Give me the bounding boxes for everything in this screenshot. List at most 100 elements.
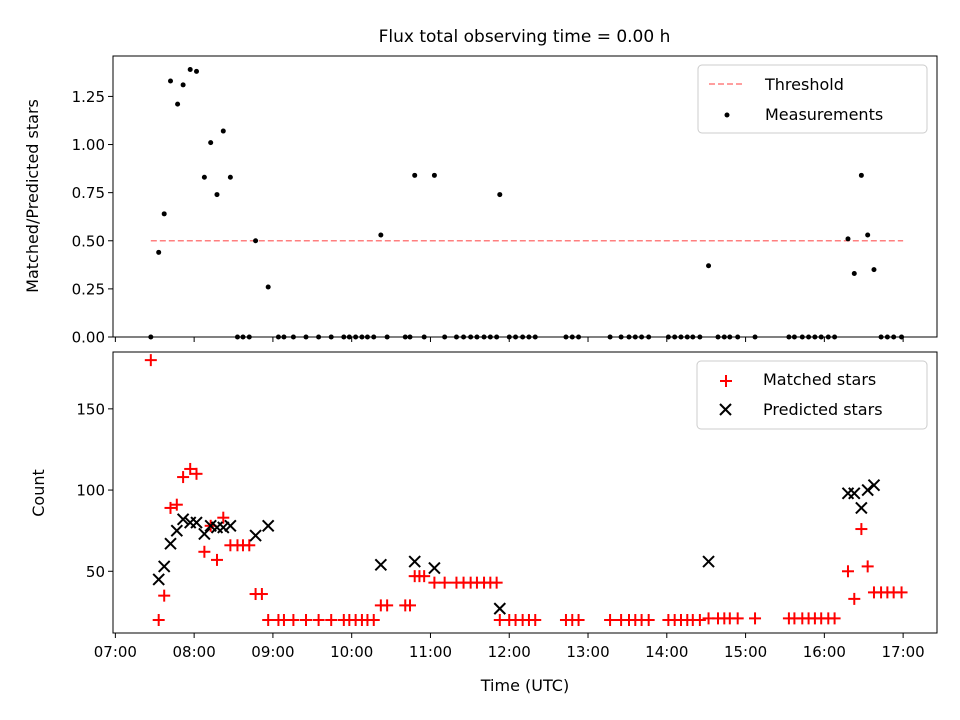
measurement-point	[353, 334, 359, 340]
measurement-point	[175, 101, 181, 107]
measurement-point	[161, 211, 167, 217]
measurement-point	[871, 267, 877, 273]
predicted-star-point	[190, 516, 203, 529]
count-x-axis: 07:00 08:00 09:00 10:00 11:00 12:00 13:00 14:00…	[94, 633, 925, 661]
measurement-point	[359, 334, 365, 340]
matched-star-point	[855, 523, 868, 536]
count-y-label: Count	[29, 469, 48, 517]
measurement-point	[453, 334, 459, 340]
measurement-point	[265, 284, 271, 290]
matched-star-point	[325, 614, 338, 627]
predicted-star-point	[848, 487, 861, 500]
x-tick-label: 11:00	[409, 643, 452, 661]
matched-star-point	[749, 612, 762, 625]
predicted-star-point	[428, 561, 441, 575]
predicted-star-point	[861, 483, 874, 497]
measurement-point	[156, 249, 162, 255]
count-panel-frame	[112, 351, 938, 634]
measurement-point	[727, 334, 733, 340]
predicted-star-point	[176, 513, 190, 526]
measurement-point	[214, 192, 220, 198]
measurement-point	[275, 334, 281, 340]
measurement-point	[364, 334, 370, 340]
measurement-point	[290, 334, 296, 340]
measurement-point	[378, 232, 384, 238]
predicted-star-point	[867, 478, 881, 492]
measurement-point	[253, 238, 259, 244]
measurement-point	[303, 334, 309, 340]
measurement-point	[461, 334, 467, 340]
matched-star-point	[152, 614, 165, 627]
matched-star-point	[848, 592, 861, 605]
measurement-point	[384, 334, 390, 340]
y-tick-label: 0.25	[72, 280, 105, 298]
measurement-point	[786, 334, 792, 340]
measurement-point	[735, 334, 741, 340]
measurement-point	[234, 334, 240, 340]
measurement-point	[208, 140, 214, 146]
measurement-point	[576, 334, 582, 340]
matched-star-point	[198, 545, 211, 558]
predicted-star-point	[157, 560, 171, 573]
matched-star-point	[184, 462, 197, 475]
measurement-point	[240, 334, 246, 340]
x-tick-label: 13:00	[566, 643, 609, 661]
chart-title: Flux total observing time = 0.00 h	[379, 27, 671, 47]
predicted-star-points	[152, 478, 881, 615]
measurement-point	[845, 236, 851, 242]
predicted-star-point	[152, 573, 165, 586]
measurement-point	[884, 334, 890, 340]
measurement-point	[665, 334, 671, 340]
measurement-point	[672, 334, 678, 340]
measurement-point	[865, 232, 871, 238]
measurement-point	[431, 172, 437, 178]
measurement-point	[721, 334, 727, 340]
predicted-star-point	[374, 558, 388, 571]
measurement-point	[187, 66, 193, 72]
x-tick-label: 14:00	[645, 643, 688, 661]
predicted-star-point	[855, 501, 868, 515]
measurement-point	[474, 334, 480, 340]
measurement-point	[626, 334, 632, 340]
measurement-point	[706, 263, 712, 269]
predicted-star-point	[198, 527, 211, 541]
y-tick-label: 50	[86, 563, 105, 581]
matched-star-point	[210, 553, 223, 566]
matched-star-point	[190, 467, 203, 480]
measurement-point	[281, 334, 287, 340]
matched-star-point	[312, 614, 325, 627]
predicted-star-point	[493, 602, 506, 615]
ratio-legend-box	[697, 64, 928, 134]
measurement-point	[506, 334, 512, 340]
matched-star-point	[243, 539, 256, 552]
matched-star-point	[144, 354, 157, 367]
predicted-star-point	[702, 555, 715, 568]
matched-star-point	[438, 576, 451, 589]
matched-star-point	[262, 614, 275, 627]
measurement-point	[806, 334, 812, 340]
ratio-y-label: Matched/Predicted stars	[23, 99, 42, 293]
matched-star-point	[604, 614, 617, 627]
matched-star-point	[367, 614, 380, 627]
ratio-panel: 0.00 0.25 0.50 0.75 1.00 1.25 Matched/Predict…	[23, 55, 938, 347]
predicted-star-point	[224, 519, 237, 533]
measurement-point	[341, 334, 347, 340]
x-tick-label: 10:00	[330, 643, 373, 661]
measurement-point	[563, 334, 569, 340]
matched-star-point	[381, 599, 394, 612]
matched-star-point	[255, 588, 268, 601]
legend-predicted-swatch	[719, 403, 732, 416]
x-tick-label: 15:00	[724, 643, 767, 661]
matched-star-point	[170, 498, 183, 511]
matched-star-point	[490, 576, 503, 589]
measurement-point	[607, 334, 613, 340]
measurement-point	[690, 334, 696, 340]
predicted-star-point	[261, 519, 275, 533]
matched-star-point	[428, 576, 441, 589]
measurement-point	[858, 172, 864, 178]
measurement-point	[494, 334, 500, 340]
measurement-point	[532, 334, 538, 340]
legend-measurements-label: Measurements	[765, 105, 883, 124]
count-x-label: Time (UTC)	[480, 676, 569, 695]
matched-star-point	[403, 599, 416, 612]
